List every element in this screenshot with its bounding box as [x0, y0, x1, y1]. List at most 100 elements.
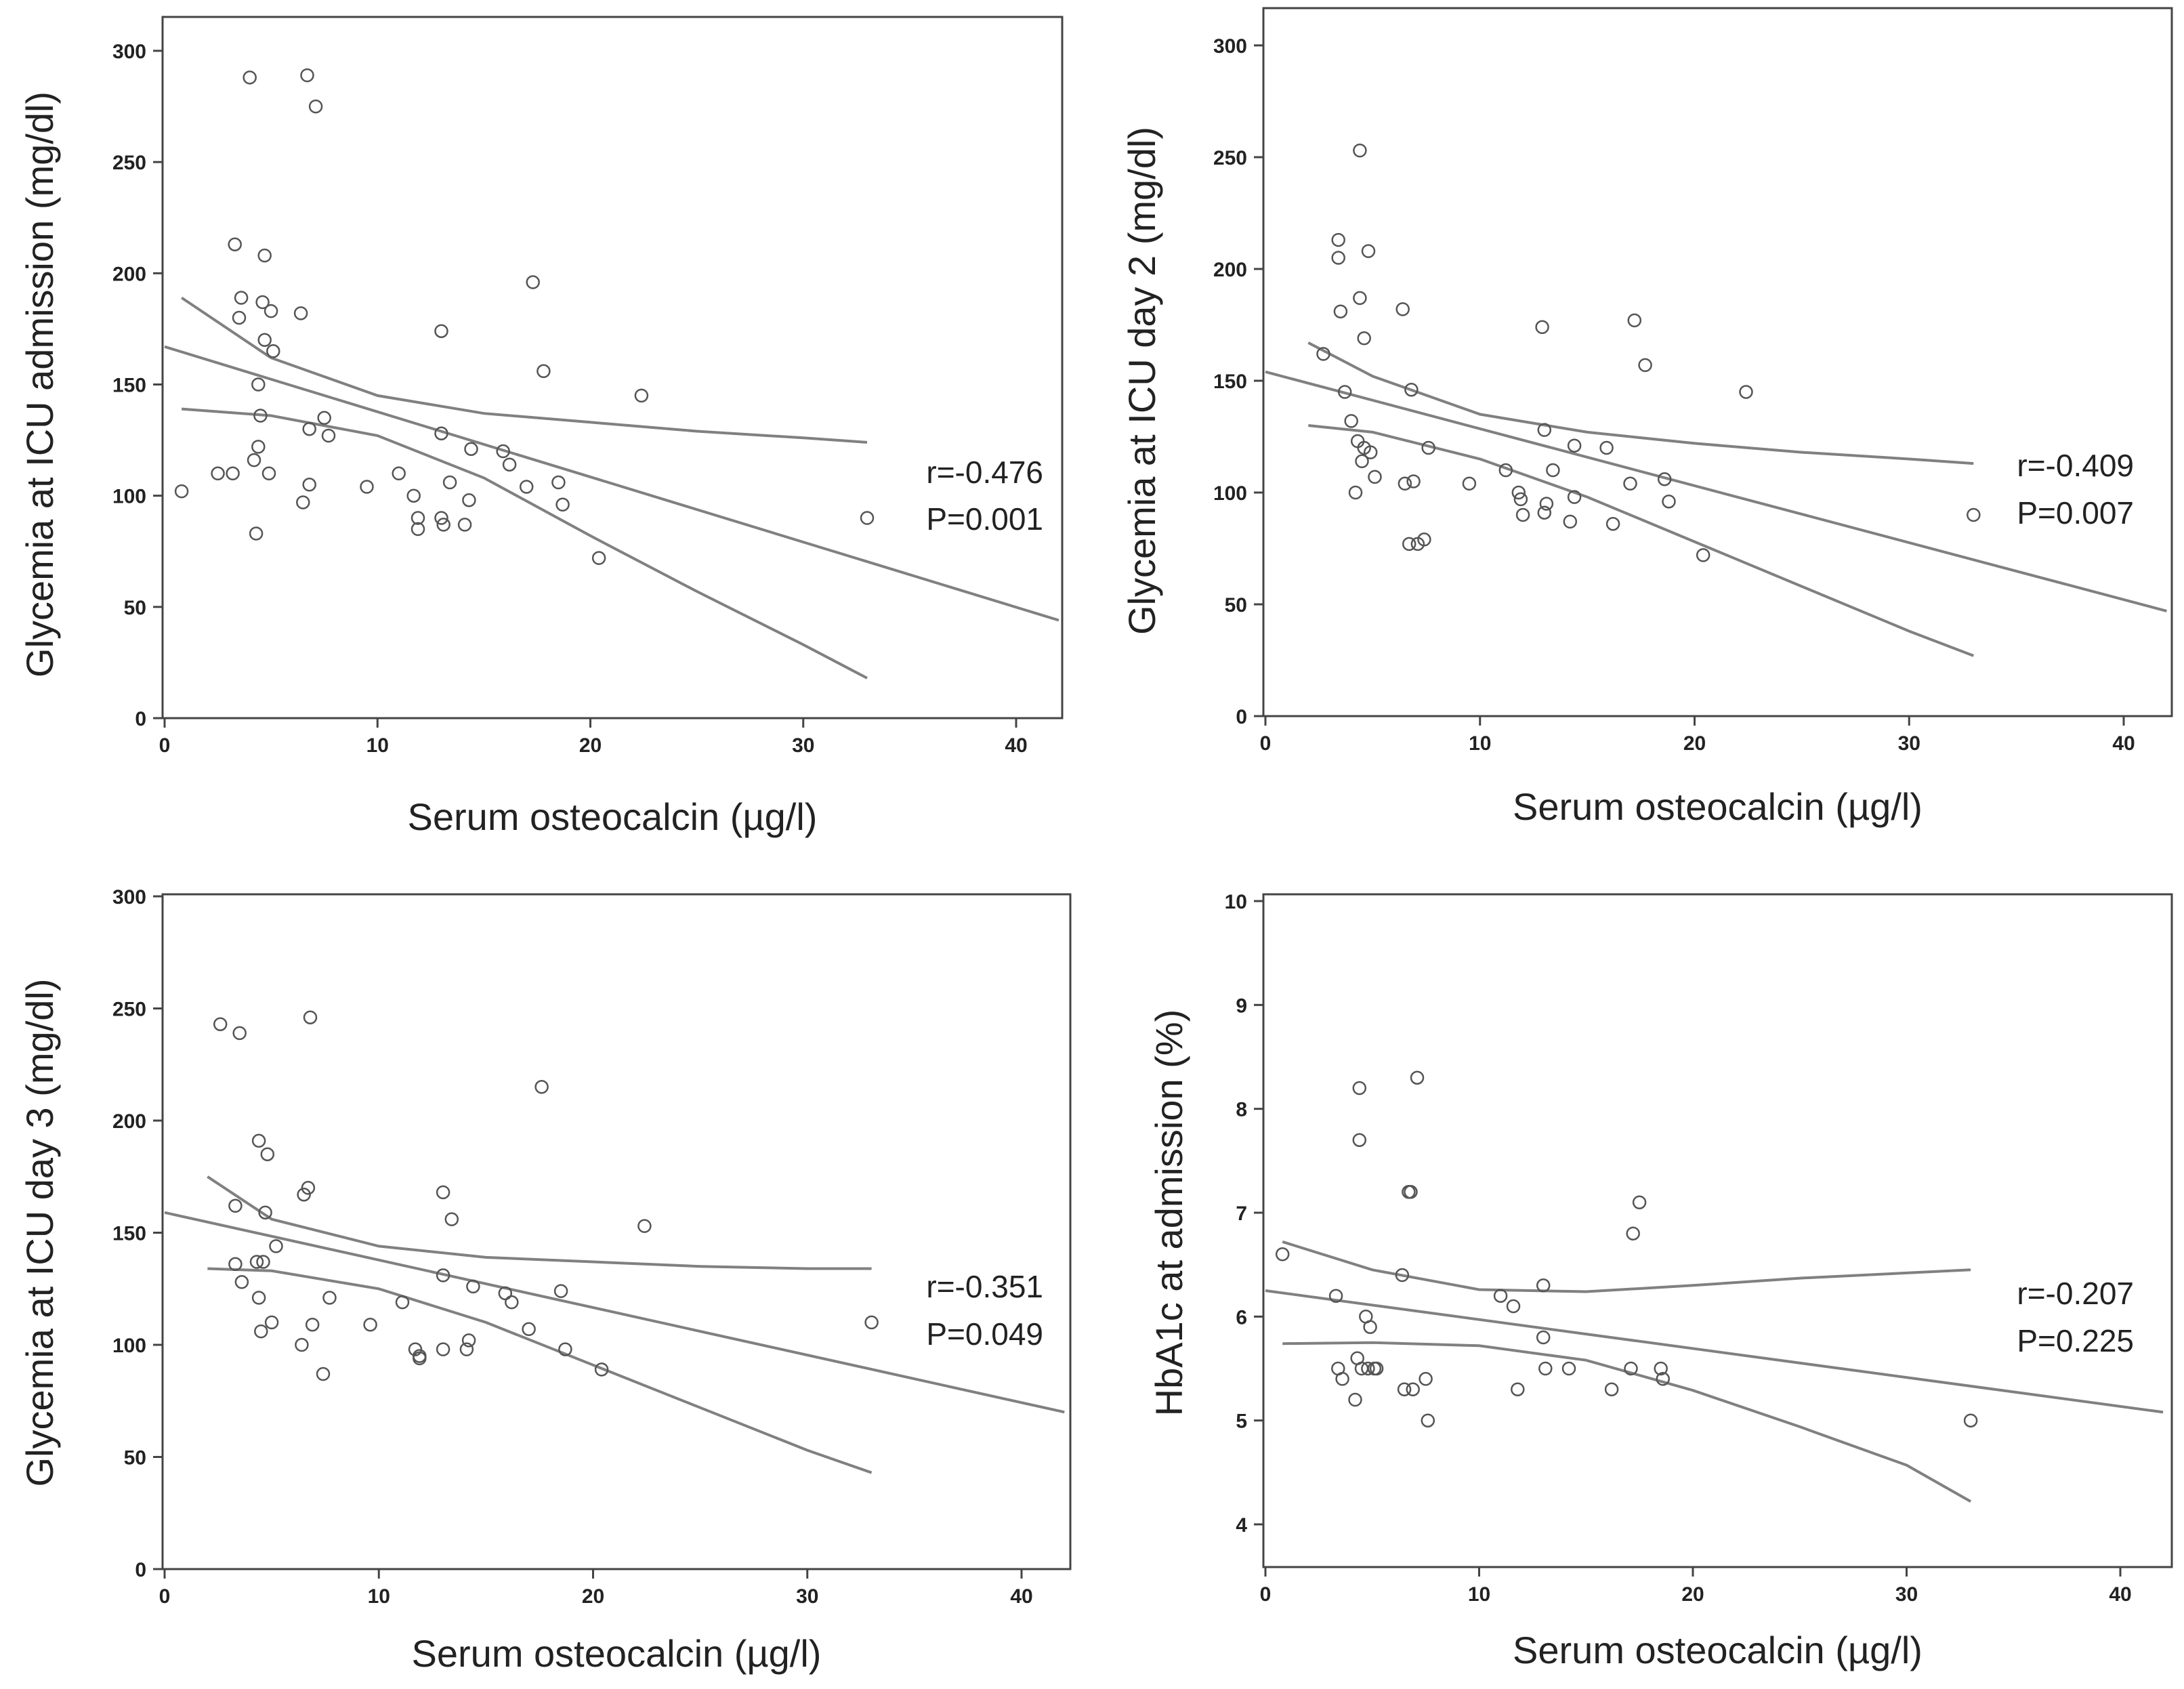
data-point: [300, 68, 314, 83]
data-point: [211, 466, 225, 481]
regression-lines: [1265, 1240, 2164, 1503]
data-point: [1515, 507, 1530, 522]
y-tick-label: 4: [1236, 1514, 1247, 1537]
ci-lower-curve: [181, 407, 868, 680]
data-point: [264, 304, 278, 318]
x-tick-label: 10: [366, 734, 389, 757]
data-point: [297, 1187, 311, 1202]
data-point: [322, 1291, 337, 1305]
data-point: [1363, 1320, 1377, 1334]
data-point: [1352, 1133, 1367, 1147]
data-point: [302, 421, 316, 436]
data-point: [1368, 470, 1382, 484]
data-point: [232, 1026, 247, 1041]
ci-upper-curve: [207, 1175, 872, 1270]
data-point: [526, 275, 540, 289]
data-point: [466, 1279, 480, 1294]
plot-frame: [161, 16, 1064, 720]
regression-lines: [164, 1175, 1065, 1474]
correlation-r: r=-0.351: [926, 1269, 1043, 1304]
data-point: [1361, 244, 1376, 258]
data-point: [1419, 1372, 1433, 1386]
data-point: [1337, 385, 1352, 399]
data-point: [519, 480, 534, 494]
y-tick-label: 6: [1236, 1306, 1247, 1329]
data-point: [551, 475, 566, 490]
data-point: [1493, 1289, 1508, 1303]
fit-line: [164, 1211, 1065, 1414]
data-point: [226, 466, 240, 481]
data-point: [1328, 1289, 1343, 1303]
data-point: [637, 1219, 652, 1233]
data-point: [591, 551, 606, 565]
data-point: [1369, 1361, 1384, 1376]
data-point: [1536, 1278, 1551, 1293]
data-point: [296, 495, 310, 509]
regression-lines: [1265, 341, 2167, 657]
y-tick-label: 50: [124, 1447, 146, 1469]
x-tick-label: 40: [1010, 1585, 1032, 1608]
y-tick-label: 0: [1236, 706, 1247, 728]
data-point: [1395, 1268, 1410, 1283]
data-point: [436, 1342, 450, 1356]
data-point: [436, 1185, 450, 1200]
data-points: [1316, 143, 1981, 562]
y-axis-title: Glycemia at ICU day 2 (mg/dl): [1120, 127, 1163, 635]
data-point: [295, 1337, 309, 1352]
y-tick-label: 300: [112, 886, 146, 909]
data-point: [228, 1198, 243, 1213]
regression-lines: [164, 296, 1059, 680]
data-point: [434, 324, 448, 338]
data-point: [392, 466, 406, 481]
data-point: [1539, 497, 1554, 511]
data-point: [1537, 505, 1552, 520]
y-tick-label: 250: [112, 152, 146, 174]
data-point: [1506, 1299, 1521, 1314]
y-tick-label: 250: [1213, 147, 1247, 169]
data-point: [1656, 1372, 1671, 1386]
p-value: P=0.225: [2017, 1323, 2134, 1358]
data-point: [434, 511, 448, 525]
y-tick-label: 200: [112, 263, 146, 285]
y-tick-label: 200: [112, 1110, 146, 1133]
data-point: [1967, 507, 1981, 522]
data-point: [1352, 1081, 1367, 1096]
data-point: [459, 1342, 474, 1356]
data-point: [1963, 1413, 1978, 1427]
data-point: [269, 1239, 283, 1253]
data-point: [1348, 485, 1363, 500]
panel-glycemia-day2: 0 50 100 150 200 250 300 0 10 20 30 40 Serum osteoca…: [1120, 7, 2173, 828]
data-point: [395, 1295, 410, 1310]
data-point: [555, 497, 570, 512]
data-point: [436, 518, 450, 532]
data-point: [234, 291, 249, 305]
x-tick-label: 40: [2109, 1583, 2131, 1606]
data-point: [502, 457, 517, 472]
data-point: [411, 511, 425, 525]
data-point: [1561, 1361, 1576, 1376]
data-point: [1657, 472, 1672, 486]
data-point: [496, 444, 510, 459]
data-point: [1331, 232, 1345, 247]
x-axis-title: Serum osteocalcin (µg/l): [1513, 1629, 1923, 1671]
data-point: [1535, 320, 1549, 335]
p-value: P=0.049: [926, 1316, 1043, 1352]
data-point: [293, 306, 308, 320]
y-tick-label: 300: [112, 41, 146, 63]
data-point: [317, 411, 331, 425]
data-point: [1536, 1330, 1551, 1345]
data-point: [305, 1317, 320, 1332]
data-point: [1605, 516, 1620, 531]
y-tick-label: 100: [112, 486, 146, 508]
x-axis-title: Serum osteocalcin (µg/l): [408, 795, 818, 838]
y-tick-label: 50: [1225, 594, 1247, 617]
data-point: [457, 518, 472, 532]
plot-frame: [161, 893, 1072, 1570]
y-tick-label: 9: [1236, 995, 1247, 1017]
data-point: [1627, 313, 1642, 328]
data-point: [1361, 1361, 1375, 1376]
y-tick-label: 200: [1213, 259, 1247, 281]
data-point: [1563, 514, 1578, 529]
data-point: [251, 1291, 266, 1305]
data-point: [251, 1133, 266, 1148]
